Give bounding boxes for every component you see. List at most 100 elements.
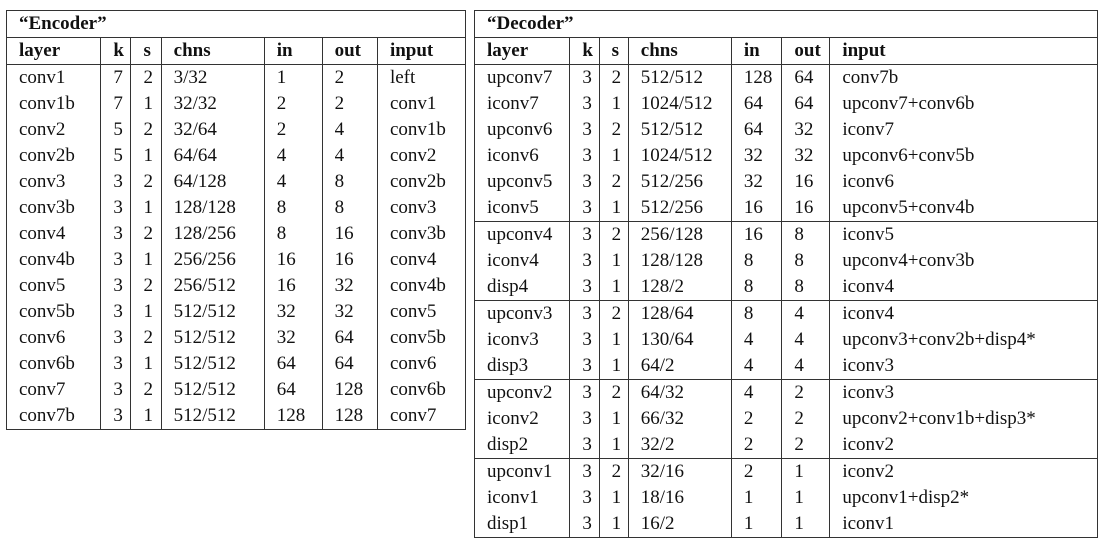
column-header-k: k: [569, 37, 600, 65]
cell-layer: disp1: [487, 513, 529, 534]
cell-in: 2: [730, 432, 782, 459]
cell-k: 3: [100, 403, 131, 430]
cell-chns: 512/512: [627, 117, 732, 143]
cell-k: 3: [569, 195, 600, 222]
cell-k: 3: [569, 379, 600, 406]
table-row: upconv4 3 2 256/128 16 8 iconv5: [474, 221, 1098, 248]
cell-k: 3: [569, 406, 600, 432]
cell-s: 2: [130, 117, 162, 143]
cell-k: 3: [569, 91, 600, 117]
cell-out: 2: [321, 91, 378, 117]
cell-s: 1: [130, 247, 162, 273]
cell-input: iconv3: [829, 353, 1098, 380]
table-row: conv2b 5 1 64/64 4 4 conv2: [7, 143, 466, 169]
cell-s: 2: [598, 300, 629, 327]
cell-chns: 130/64: [627, 327, 732, 353]
cell-layer: upconv2: [474, 379, 570, 406]
cell-s: 1: [130, 195, 162, 221]
cell-in: 4: [730, 353, 782, 380]
cell-in: 2: [730, 406, 782, 432]
table-row: conv3b 3 1 128/128 8 8 conv3: [7, 195, 466, 221]
cell-in: 2: [730, 458, 782, 485]
cell-layer: conv7b: [19, 405, 75, 426]
cell-input: upconv1+disp2*: [829, 485, 1098, 511]
table-row: conv5b 3 1 512/512 32 32 conv5: [7, 299, 466, 325]
cell-s: 2: [598, 169, 629, 195]
cell-layer: iconv6: [487, 145, 539, 166]
cell-chns: 256/256: [160, 247, 265, 273]
cell-input: upconv4+conv3b: [829, 248, 1098, 274]
cell-k: 3: [100, 377, 131, 403]
cell-chns: 32/16: [627, 458, 732, 485]
table-row: conv7b 3 1 512/512 128 128 conv7: [7, 403, 466, 430]
cell-s: 2: [598, 221, 629, 248]
cell-input: iconv2: [829, 432, 1098, 459]
cell-k: 3: [569, 327, 600, 353]
table-row: conv6 3 2 512/512 32 64 conv5b: [7, 325, 466, 351]
cell-s: 2: [130, 169, 162, 195]
cell-layer: conv4: [19, 223, 66, 244]
cell-chns: 66/32: [627, 406, 732, 432]
cell-out: 4: [321, 117, 378, 143]
cell-in: 1: [263, 64, 323, 91]
cell-layer: conv6: [19, 327, 66, 348]
table-row: disp1 3 1 16/2 1 1 iconv1: [475, 511, 1098, 538]
cell-layer: conv5b: [19, 301, 75, 322]
cell-input: upconv2+conv1b+disp3*: [829, 406, 1098, 432]
cell-layer: conv2: [19, 119, 66, 140]
cell-s: 1: [598, 274, 629, 301]
column-header-in: in: [263, 37, 323, 65]
cell-input: conv2b: [376, 169, 466, 195]
cell-out: 32: [321, 299, 378, 325]
column-header-chns: chns: [627, 37, 732, 65]
cell-out: 16: [781, 195, 830, 222]
cell-k: 3: [569, 485, 600, 511]
cell-in: 4: [730, 327, 782, 353]
cell-layer: disp3: [487, 355, 529, 376]
cell-k: 3: [569, 274, 600, 301]
cell-k: 3: [100, 299, 131, 325]
cell-s: 1: [598, 432, 629, 459]
cell-layer: upconv5: [487, 171, 553, 192]
cell-in: 2: [263, 91, 323, 117]
cell-s: 2: [598, 458, 629, 485]
cell-k: 3: [100, 221, 131, 247]
cell-in: 8: [263, 195, 323, 221]
cell-chns: 512/256: [627, 169, 732, 195]
cell-input: upconv3+conv2b+disp4*: [829, 327, 1098, 353]
cell-chns: 16/2: [627, 511, 732, 538]
cell-layer: iconv7: [487, 93, 539, 114]
cell-layer: iconv3: [487, 329, 539, 350]
column-header-out: out: [781, 37, 830, 65]
cell-in: 4: [263, 169, 323, 195]
encoder-header-row: layer k s chns in out input: [6, 37, 466, 65]
cell-in: 16: [730, 195, 782, 222]
cell-out: 1: [781, 511, 830, 538]
column-header-s: s: [130, 37, 162, 65]
cell-input: upconv6+conv5b: [829, 143, 1098, 169]
table-row: conv1b 7 1 32/32 2 2 conv1: [7, 91, 466, 117]
encoder-title: “Encoder”: [6, 10, 466, 38]
cell-s: 1: [598, 353, 629, 380]
cell-s: 2: [130, 377, 162, 403]
cell-input: conv2: [376, 143, 466, 169]
column-header-s: s: [598, 37, 629, 65]
cell-out: 64: [321, 325, 378, 351]
cell-out: 8: [321, 195, 378, 221]
column-header-input: input: [829, 37, 1098, 65]
cell-s: 2: [598, 64, 629, 91]
cell-out: 2: [321, 64, 378, 91]
encoder-table: “Encoder” layer k s chns in out input conv1 7 2 3/3…: [6, 10, 466, 430]
cell-layer: upconv7: [487, 67, 553, 88]
table-row: disp4 3 1 128/2 8 8 iconv4: [475, 274, 1098, 301]
cell-s: 1: [598, 143, 629, 169]
cell-layer: conv5: [19, 275, 66, 296]
cell-out: 4: [781, 300, 830, 327]
cell-out: 4: [781, 353, 830, 380]
decoder-table: “Decoder” layer k s chns in out input upconv7 3 2 5…: [474, 10, 1098, 538]
cell-k: 3: [100, 247, 131, 273]
table-row: conv4 3 2 128/256 8 16 conv3b: [7, 221, 466, 247]
cell-input: iconv6: [829, 169, 1098, 195]
cell-input: conv6b: [376, 377, 466, 403]
cell-input: iconv5: [829, 221, 1098, 248]
